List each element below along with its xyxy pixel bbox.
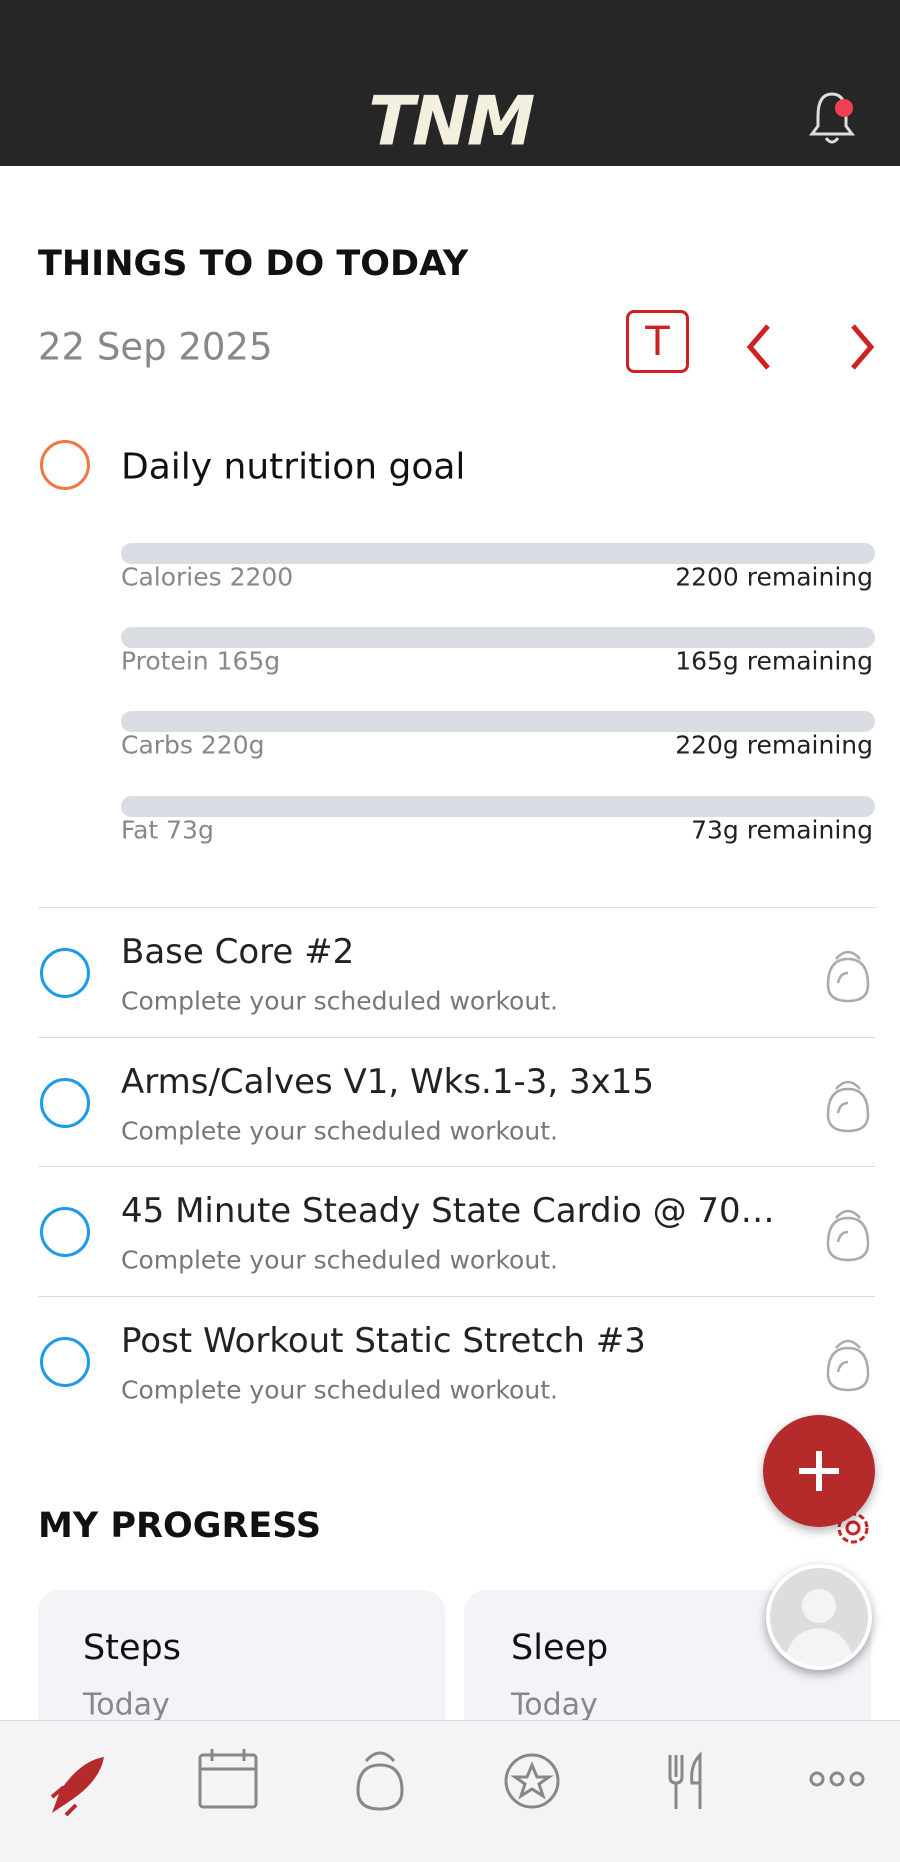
workout-title[interactable]: Base Core #2 — [121, 932, 355, 972]
card-subtitle: Today — [511, 1687, 598, 1723]
separator — [38, 1296, 875, 1298]
separator — [38, 1166, 875, 1168]
macro-label: Carbs 220g — [121, 730, 265, 760]
macro-progress-bar — [121, 796, 875, 817]
bottom-nav — [0, 1720, 900, 1862]
nav-calendar[interactable] — [198, 1749, 258, 1809]
macro-remaining: 220g remaining — [675, 730, 873, 760]
macro-remaining: 73g remaining — [691, 815, 873, 845]
section-title: THINGS TO DO TODAY — [38, 244, 469, 284]
header — [0, 0, 900, 166]
kettlebell-icon — [826, 1339, 870, 1392]
workout-title[interactable]: Arms/Calves V1, Wks.1-3, 3x15 — [121, 1061, 655, 1102]
nutrition-title: Daily nutrition goal — [121, 446, 466, 488]
nav-workouts[interactable] — [356, 1751, 404, 1811]
nav-goals[interactable] — [504, 1753, 560, 1809]
date: 22 Sep 2025 — [38, 325, 273, 369]
kettlebell-icon — [826, 1080, 870, 1132]
nav-more[interactable] — [809, 1771, 865, 1787]
macro-label: Calories 2200 — [121, 562, 294, 592]
notification-bell[interactable] — [805, 88, 859, 148]
logo[interactable]: TNM — [359, 82, 541, 162]
card-subtitle: Today — [83, 1687, 170, 1723]
workout-subtitle: Complete your scheduled workout. — [121, 1245, 558, 1275]
card-title: Sleep — [511, 1628, 609, 1668]
workout-subtitle: Complete your scheduled workout. — [121, 1375, 558, 1405]
macro-progress-bar — [121, 711, 875, 732]
nav-nutrition[interactable] — [668, 1751, 702, 1809]
workout-checkbox[interactable] — [40, 948, 90, 998]
macro-label: Protein 165g — [121, 646, 281, 676]
nutrition-checkbox[interactable] — [40, 440, 90, 490]
separator — [38, 1036, 875, 1038]
kettlebell-icon — [826, 950, 870, 1003]
workout-checkbox[interactable] — [40, 1337, 90, 1388]
macro-progress-bar — [121, 543, 875, 564]
avatar-button[interactable] — [766, 1564, 872, 1670]
kettlebell-icon — [826, 1210, 870, 1262]
macro-progress-bar — [121, 627, 875, 648]
workout-title[interactable]: Post Workout Static Stretch #3 — [121, 1321, 646, 1362]
next-day[interactable] — [843, 322, 879, 372]
workout-subtitle: Complete your scheduled workout. — [121, 986, 558, 1016]
today-button[interactable]: T — [626, 310, 689, 373]
prev-day[interactable] — [742, 322, 778, 372]
workout-subtitle: Complete your scheduled workout. — [121, 1116, 558, 1146]
workout-checkbox[interactable] — [40, 1077, 90, 1128]
macro-remaining: 2200 remaining — [675, 562, 873, 592]
workout-checkbox[interactable] — [40, 1207, 90, 1258]
nav-home[interactable] — [50, 1757, 104, 1817]
macro-label: Fat 73g — [121, 815, 214, 845]
macro-remaining: 165g remaining — [675, 646, 873, 676]
separator — [38, 907, 875, 908]
add-button[interactable] — [763, 1415, 875, 1527]
section-title: MY PROGRESS — [38, 1506, 322, 1546]
card-title: Steps — [83, 1628, 181, 1668]
workout-title[interactable]: 45 Minute Steady State Cardio @ 70… — [121, 1191, 775, 1232]
